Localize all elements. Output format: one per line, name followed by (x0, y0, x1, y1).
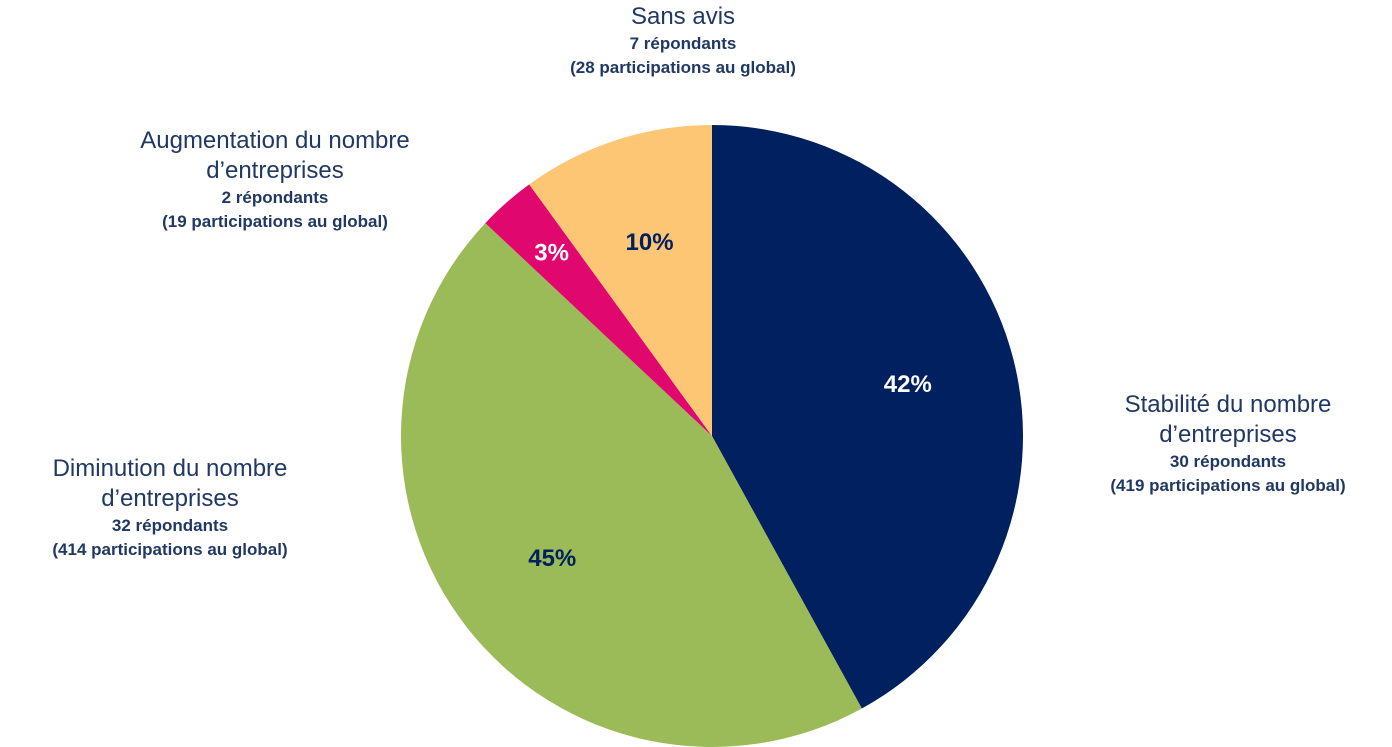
slice-value-label: 42% (884, 371, 932, 398)
respondents: 32 répondants (111, 516, 229, 535)
participations: (414 participations au global) (52, 540, 288, 559)
participations: (419 participations au global) (1110, 476, 1346, 495)
pie-slice (485, 184, 712, 436)
pie-slice (712, 125, 1023, 709)
respondents: 7 répondants (629, 34, 737, 53)
pie-slice (401, 223, 862, 747)
participations: (19 participations au global) (162, 212, 388, 231)
category-name: Stabilité du nombre d’entreprises (1124, 391, 1332, 448)
category-name: Diminution du nombre d’entreprises (52, 455, 288, 512)
category-name: Augmentation du nombre d’entreprises (140, 127, 410, 184)
slice-value-label: 3% (534, 239, 569, 266)
slice-label: Stabilité du nombre d’entreprises 30 répo… (1088, 390, 1368, 498)
slice-value-label: 10% (626, 229, 674, 256)
category-name: Sans avis (630, 3, 736, 30)
respondents: 30 répondants (1169, 452, 1287, 471)
respondents: 2 répondants (221, 188, 329, 207)
slice-label: Diminution du nombre d’entreprises 32 rép… (30, 454, 310, 562)
slice-label: Sans avis 7 répondants (28 participations … (543, 2, 823, 80)
pie-slice (529, 125, 712, 436)
slice-value-label: 45% (528, 545, 576, 572)
slice-label: Augmentation du nombre d’entreprises 2 ré… (100, 126, 450, 234)
participations: (28 participations au global) (570, 58, 796, 77)
